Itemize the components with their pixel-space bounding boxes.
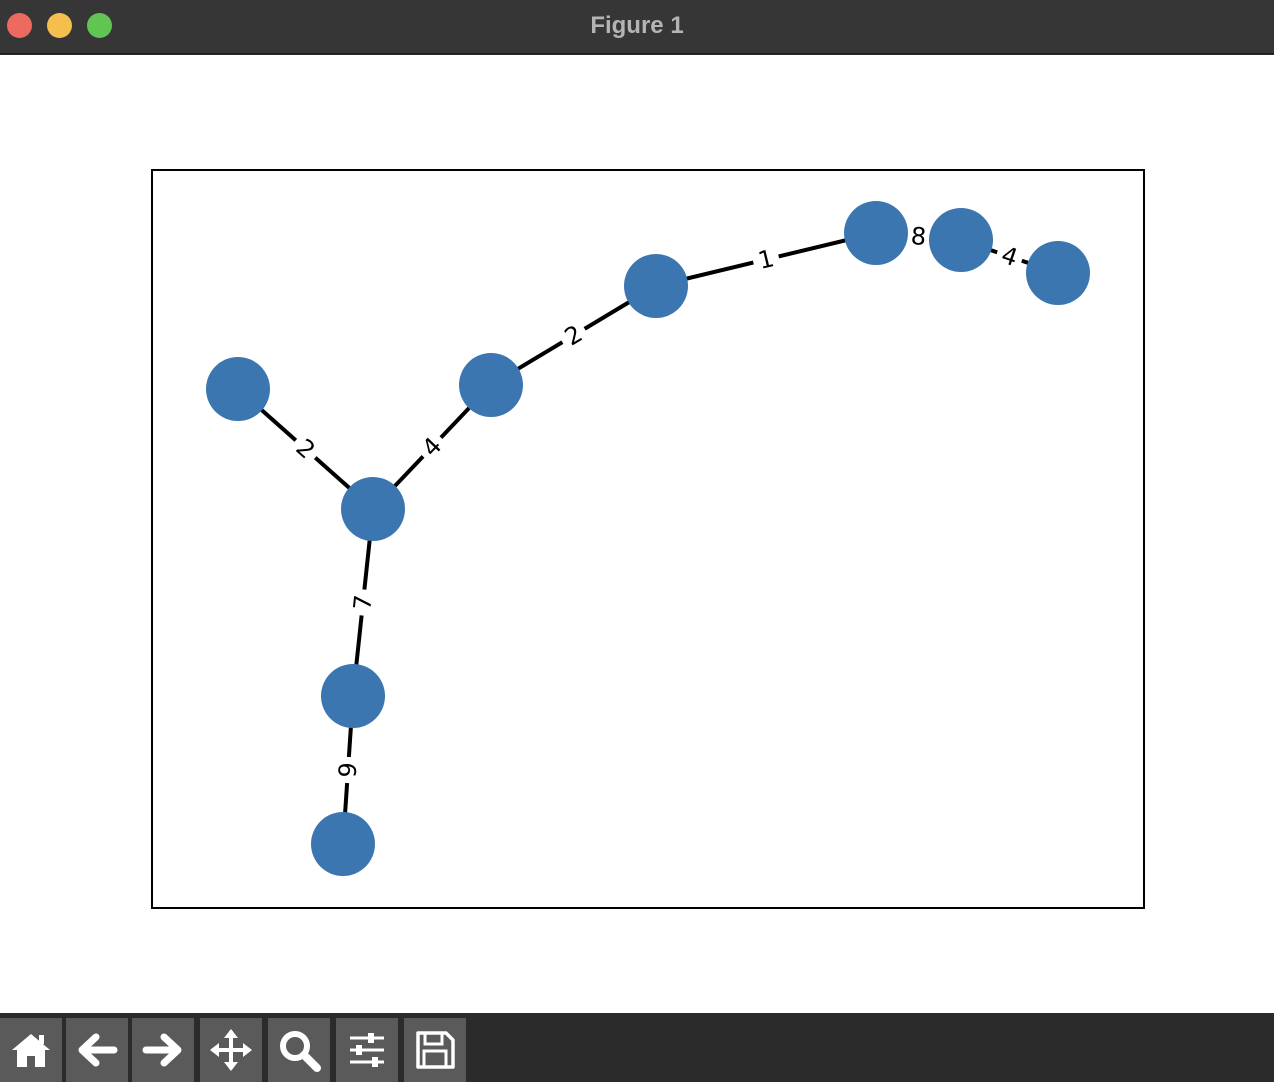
floppy-disk-icon [416,1031,455,1069]
forward-button[interactable] [132,1018,194,1082]
graph-node [1026,241,1090,305]
graph-node [321,664,385,728]
home-icon [12,1034,50,1067]
edge-label-background [412,427,452,467]
window-titlebar: Figure 1 [0,0,1274,54]
edge-label-background [332,756,364,784]
edge-label-background [285,429,326,469]
pan-button[interactable] [200,1018,262,1082]
move-icon [210,1029,252,1071]
navigation-toolbar [0,1013,1274,1082]
nodes-layer [206,201,1090,876]
edge-label-background [554,315,593,356]
edge-label: 9 [334,761,363,778]
edge-label-background [904,220,933,253]
graph-node [311,812,375,876]
window-title: Figure 1 [590,12,684,39]
zoom-button[interactable] [268,1018,330,1082]
edge-label-group: 7 [346,587,380,618]
graph-node [341,477,405,541]
edge-label: 1 [755,244,776,275]
minimize-window-button[interactable] [47,13,72,38]
edge-label-group: 1 [749,241,783,278]
arrow-left-icon [78,1033,118,1067]
save-button[interactable] [404,1018,466,1082]
close-window-button[interactable] [7,13,32,38]
graph-node [844,201,908,265]
edge-label: 8 [910,222,928,251]
edge-label-group: 4 [992,238,1027,275]
back-button[interactable] [66,1018,128,1082]
configure-subplots-button[interactable] [336,1018,398,1082]
edge-label-group: 9 [332,756,364,784]
edge-label-background [992,238,1027,275]
axes-frame [151,169,1145,909]
edge-label-background [346,587,380,618]
home-button[interactable] [0,1018,62,1082]
edge-label-group: 8 [904,220,933,253]
graph-node [929,208,993,272]
maximize-window-button[interactable] [87,13,112,38]
magnifier-icon [280,1031,321,1072]
arrow-right-icon [142,1033,182,1067]
graph-node [206,357,270,421]
edge-label-background [749,241,783,278]
graph-node [459,353,523,417]
edge-label-group: 2 [554,315,593,356]
sliders-icon [350,1033,384,1067]
graph-node [624,254,688,318]
edge-label: 7 [348,593,377,611]
